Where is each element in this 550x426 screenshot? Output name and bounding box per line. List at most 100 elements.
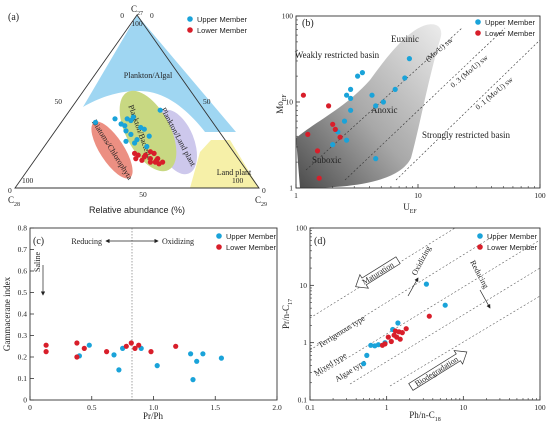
data-point-upper-2 xyxy=(111,352,117,358)
legend-marker-upper xyxy=(216,233,222,239)
data-point-lower-1 xyxy=(382,341,388,347)
x-tick-label: 1 xyxy=(294,191,298,200)
data-point-lower-2 xyxy=(385,334,391,340)
ternary-tick-labels: 100 0 0 100 0 100 0 50 50 50 xyxy=(8,11,266,199)
legend-label-lower: Lower Member xyxy=(197,26,248,35)
tick-top-100: 100 xyxy=(131,19,143,28)
data-point-upper-7 xyxy=(423,281,429,287)
panel-b: 1 10 100 1 10 100 (b) Euxinic Weakly restrict… xyxy=(275,12,546,216)
panel-b-x-label: UEF xyxy=(403,202,417,215)
panel-c-x-label: Pr/Ph xyxy=(143,411,164,421)
tick-left-50: 50 xyxy=(55,97,63,106)
x-tick-label: 0.5 xyxy=(87,403,97,412)
guide-line-4 xyxy=(349,267,541,385)
annot-biodegradation: Biodegradation xyxy=(413,355,460,389)
tick-right-100: 100 xyxy=(232,176,244,185)
y-tick-label: 100 xyxy=(282,12,294,21)
x-tick-label: 0.1 xyxy=(305,403,315,412)
data-point-lower-2 xyxy=(74,340,80,346)
data-point-lower-0 xyxy=(300,92,306,98)
x-tick-label: 10 xyxy=(460,403,468,412)
panel-d-x-label: Ph/n-C18 xyxy=(409,410,441,423)
legend-label-upper: Upper Member xyxy=(487,232,538,241)
data-point-lower-6 xyxy=(123,343,129,349)
y-tick-label: 10 xyxy=(300,281,308,290)
legend-marker-upper xyxy=(475,19,481,25)
panel-d-y-label: Pr/n-C17 xyxy=(281,299,294,329)
data-point-upper-4 xyxy=(373,103,379,109)
y-tick-label: 0.8 xyxy=(18,224,28,233)
y-tick-label: 0.1 xyxy=(18,374,28,383)
data-point-lower-5 xyxy=(330,121,336,127)
y-tick-label: 0.4 xyxy=(18,310,28,319)
panel-b-y-label: MoEF xyxy=(275,94,288,114)
data-point-lower-7 xyxy=(128,340,134,346)
data-point-lower-11 xyxy=(173,343,179,349)
legend-label-upper: Upper Member xyxy=(226,232,277,241)
y-tick-label: 1 xyxy=(289,184,293,193)
y-tick-label: 1 xyxy=(303,338,307,347)
line-0-1-mo-u-sw xyxy=(395,39,541,181)
annot-strongly-restricted: Strongly restricted basin xyxy=(422,130,510,140)
data-point-lower-8 xyxy=(403,326,409,332)
data-point-upper-10 xyxy=(348,107,354,113)
guide-line-2 xyxy=(309,231,501,351)
data-point-lower-8 xyxy=(132,345,138,351)
ternary-x-label: Relative abundance (%) xyxy=(89,205,185,215)
data-point-lower-7 xyxy=(332,126,338,132)
legend-marker-upper xyxy=(187,16,193,22)
annot-anoxic: Anoxic xyxy=(371,105,398,115)
tick-right-50: 50 xyxy=(203,97,211,106)
biodegradation-arrow: Biodegradation xyxy=(408,350,468,391)
field-diatoms-chlorophyta xyxy=(91,121,133,179)
panel-c-legend: Upper Member Lower Member xyxy=(216,232,277,252)
tick-left-bottom-0: 0 xyxy=(8,186,12,195)
data-point-upper-3 xyxy=(116,367,122,373)
legend-label-lower: Lower Member xyxy=(487,243,538,252)
annot-terrigenous-type: Terrigenous type xyxy=(316,313,367,349)
ternary-fields xyxy=(83,15,259,188)
vertex-left-label: C28 xyxy=(8,195,20,208)
panel-c-y-label: Gammacerane index xyxy=(2,276,12,351)
tick-top-left-0: 0 xyxy=(120,11,124,20)
data-point-lower-14 xyxy=(147,149,153,155)
data-point-upper-15 xyxy=(373,156,379,162)
annot-suboxic: Suboxic xyxy=(312,155,342,165)
data-point-lower-5 xyxy=(104,349,110,355)
data-point-lower-6 xyxy=(147,159,153,165)
data-point-lower-11 xyxy=(397,336,403,342)
data-point-lower-13 xyxy=(156,161,162,167)
guide-line-5 xyxy=(389,295,541,387)
panel-a-legend: Upper Member Lower Member xyxy=(187,15,248,35)
x-tick-label: 100 xyxy=(534,191,546,200)
data-point-upper-1 xyxy=(368,342,374,348)
data-point-upper-6 xyxy=(154,363,160,369)
data-point-lower-9 xyxy=(426,313,432,319)
panel-d-frame xyxy=(309,227,541,401)
data-point-upper-8 xyxy=(442,302,448,308)
data-point-upper-10 xyxy=(200,351,206,357)
y-tick-label: 0.7 xyxy=(18,245,28,254)
data-point-lower-4 xyxy=(326,103,332,109)
data-point-upper-6 xyxy=(395,320,401,326)
panel-c-axes: 0 0.5 1.0 1.5 2.0 0 0.1 0.2 0.3 0.4 0.5 0.6 0.7 0.8 xyxy=(18,224,282,413)
guide-line-3 xyxy=(317,239,541,377)
tick-right-bottom-0: 0 xyxy=(262,186,266,195)
data-point-lower-10 xyxy=(392,328,398,334)
data-point-lower-3 xyxy=(74,354,80,360)
annot-euxinic: Euxinic xyxy=(391,34,419,44)
line-mo-u-sw xyxy=(305,27,463,171)
data-point-upper-6 xyxy=(128,117,134,124)
data-point-upper-12 xyxy=(141,126,147,132)
panel-d: 0.1 1 10 100 0.1 1 10 100 (d) Maturation Oxidiz… xyxy=(281,224,546,424)
field-land-plant xyxy=(190,140,259,188)
data-point-upper-3 xyxy=(380,99,386,105)
data-point-upper-7 xyxy=(188,351,194,357)
panel-d-points xyxy=(361,281,448,367)
ternary-vertex-labels: C27 C28 C29 xyxy=(8,4,267,208)
line-0-3-mo-u-sw xyxy=(344,27,506,181)
legend-marker-lower xyxy=(475,30,481,36)
panel-d-axes: 0.1 1 10 100 0.1 1 10 100 xyxy=(296,224,546,413)
x-tick-label: 1.5 xyxy=(211,403,221,412)
panel-c-points xyxy=(43,340,224,383)
